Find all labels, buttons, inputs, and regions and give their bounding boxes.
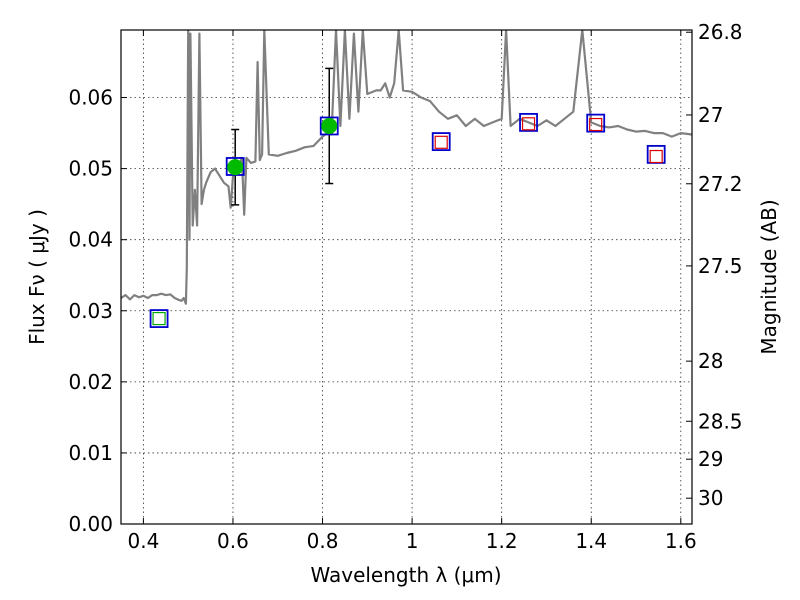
y-tick-label: 0.03 [68, 299, 113, 323]
y2-tick-label: 26.8 [698, 20, 743, 44]
y-tick-label: 0.02 [68, 370, 113, 394]
y2-tick-label: 27.5 [698, 254, 743, 278]
x-tick-label: 1.6 [665, 529, 697, 553]
series-layer [121, 30, 692, 328]
model-band-marker [319, 116, 339, 136]
x-tick-label: 0.8 [307, 529, 339, 553]
upper-limit-marker [521, 117, 536, 131]
detection-point [227, 159, 244, 176]
model-band-marker [149, 309, 169, 328]
upper-limit-marker [649, 149, 663, 164]
x-tick-label: 1 [406, 529, 419, 553]
y-tick-label: 0.01 [68, 441, 113, 465]
y-tick-label: 0.05 [68, 157, 113, 181]
upper-limit-marker [152, 311, 166, 326]
y2-tick-label: 30 [698, 486, 723, 510]
x-tick-label: 0.6 [217, 529, 249, 553]
x-tick-label: 1.2 [486, 529, 518, 553]
plot-background [121, 30, 692, 524]
y2-tick-label: 28.5 [698, 409, 743, 433]
upper-limit-marker [589, 117, 603, 132]
y2-tick-label: 27 [698, 103, 723, 127]
ticks: 0.4 0.6 0.8 1 1.2 1.4 1.6 0.00 0.01 0.02 0.03 0.04 0… [68, 20, 742, 553]
y2-tick-label: 28 [698, 349, 723, 373]
y-tick-label: 0.06 [68, 86, 113, 110]
y2-tick-label: 27.2 [698, 172, 743, 196]
y2-tick-label: 29 [698, 447, 723, 471]
plot-frame [120, 29, 693, 525]
x-tick-label: 0.4 [127, 529, 159, 553]
y-tick-label: 0.00 [68, 512, 113, 536]
model-band-marker [431, 132, 451, 151]
x-axis-label: Wavelength λ (μm) [310, 563, 501, 587]
x-tick-label: 1.4 [575, 529, 607, 553]
detection-point [321, 117, 338, 134]
upper-limit-marker [434, 135, 448, 149]
model-band-marker [519, 113, 538, 132]
model-band-marker [586, 113, 606, 133]
y-axis-label: Flux Fν ( μJy ) [25, 209, 49, 345]
y-tick-label: 0.04 [68, 228, 113, 252]
y2-axis-label: Magnitude (AB) [757, 199, 781, 354]
